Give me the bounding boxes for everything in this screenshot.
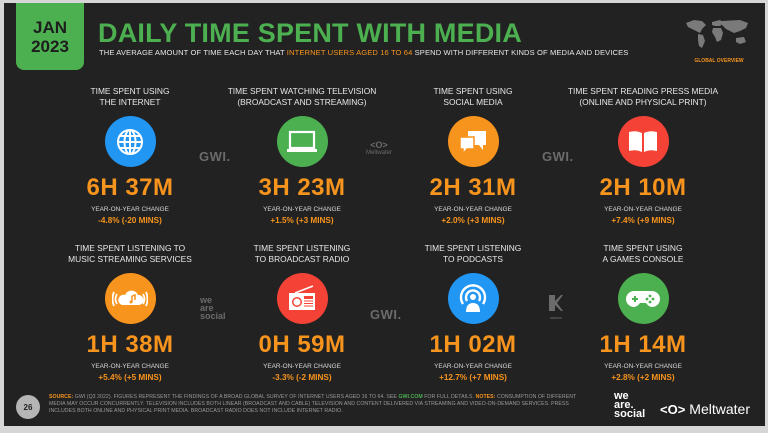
date-month: JAN: [32, 17, 67, 37]
date-badge: JAN 2023: [16, 3, 84, 70]
meltwater-logo: <O> Meltwater: [660, 401, 750, 417]
time-value: 1H 14M: [599, 331, 687, 358]
music-cloud-icon: [104, 273, 156, 324]
gwi-link[interactable]: GWI.COM: [398, 394, 423, 400]
yoy-label: YEAR-ON-YEAR CHANGE: [604, 206, 682, 213]
stat-card-podcasts: TIME SPENT LISTENING TO PODCASTS 1H 02M Y…: [388, 243, 558, 382]
kepios-watermark: KEPIOS: [549, 295, 563, 320]
card-label: TIME SPENT READING PRESS MEDIA (ONLINE AN…: [567, 86, 719, 107]
yoy-value: +12.7% (+7 MINS): [439, 373, 507, 382]
subtitle-highlight: INTERNET USERS AGED 16 TO 64: [286, 48, 413, 57]
meltwater-watermark: <O> Meltwater: [366, 140, 393, 156]
card-label: TIME SPENT LISTENING TO MUSIC STREAMING S…: [68, 243, 192, 264]
time-value: 0H 59M: [258, 331, 346, 358]
tv-icon: [276, 116, 328, 167]
page-title: DAILY TIME SPENT WITH MEDIA: [98, 18, 522, 48]
time-value: 3H 23M: [258, 174, 346, 201]
gwi-watermark: GWI.: [542, 149, 574, 164]
yoy-value: +2.8% (+2 MINS): [611, 373, 675, 382]
yoy-value: -3.3% (-2 MINS): [272, 373, 332, 382]
global-overview-label: GLOBAL OVERVIEW: [694, 58, 744, 64]
page-subtitle: THE AVERAGE AMOUNT OF TIME EACH DAY THAT…: [99, 48, 628, 57]
subtitle-text: THE AVERAGE AMOUNT OF TIME EACH DAY THAT: [99, 48, 287, 57]
chat-bubbles-icon: [447, 116, 499, 167]
card-label: TIME SPENT LISTENING TO PODCASTS: [424, 243, 522, 264]
time-value: 2H 10M: [599, 174, 687, 201]
meltwater-symbol-icon: <O>: [660, 401, 686, 417]
yoy-label: YEAR-ON-YEAR CHANGE: [263, 206, 341, 213]
yoy-value: +5.4% (+5 MINS): [98, 373, 162, 382]
stat-card-social-media: TIME SPENT USING SOCIAL MEDIA 2H 31M YEAR…: [388, 86, 558, 225]
subtitle-text-end: SPEND WITH DIFFERENT KINDS OF MEDIA AND …: [412, 48, 629, 57]
stat-card-games-console: TIME SPENT USING A GAMES CONSOLE 1H 14M Y…: [558, 243, 728, 382]
yoy-label: YEAR-ON-YEAR CHANGE: [263, 363, 341, 370]
yoy-label: YEAR-ON-YEAR CHANGE: [91, 363, 169, 370]
card-label: TIME SPENT WATCHING TELEVISION (BROADCAST…: [227, 86, 377, 107]
yoy-label: YEAR-ON-YEAR CHANGE: [91, 206, 169, 213]
yoy-label: YEAR-ON-YEAR CHANGE: [434, 206, 512, 213]
card-label: TIME SPENT USING THE INTERNET: [90, 86, 170, 107]
time-value: 1H 38M: [86, 331, 174, 358]
we-are-social-watermark: we are social: [200, 295, 226, 321]
page-number: 26: [16, 395, 40, 419]
stat-card-music-streaming: TIME SPENT LISTENING TO MUSIC STREAMING S…: [45, 243, 215, 382]
yoy-value: +2.0% (+3 MINS): [441, 216, 505, 225]
slide: JAN 2023 DAILY TIME SPENT WITH MEDIA THE…: [4, 3, 765, 426]
stat-card-broadcast-radio: TIME SPENT LISTENING TO BROADCAST RADIO 0…: [217, 243, 387, 382]
podcast-icon: [447, 273, 499, 324]
card-label: TIME SPENT USING A GAMES CONSOLE: [602, 243, 684, 264]
time-value: 6H 37M: [86, 174, 174, 201]
stat-card-press-media: TIME SPENT READING PRESS MEDIA (ONLINE AN…: [558, 86, 728, 225]
source-notes: SOURCE: GWI (Q3 2022). FIGURES REPRESENT…: [49, 394, 577, 414]
book-icon: [617, 116, 669, 167]
yoy-value: -4.8% (-20 MINS): [98, 216, 162, 225]
meltwater-symbol-icon: <O>: [370, 140, 388, 150]
card-label: TIME SPENT LISTENING TO BROADCAST RADIO: [253, 243, 351, 264]
stat-card-internet: TIME SPENT USING THE INTERNET 6H 37M YEAR…: [45, 86, 215, 225]
gamepad-icon: [617, 273, 669, 324]
radio-icon: [276, 273, 328, 324]
kepios-logo-icon: [549, 295, 563, 311]
yoy-label: YEAR-ON-YEAR CHANGE: [434, 363, 512, 370]
time-value: 2H 31M: [429, 174, 517, 201]
we-are-social-logo: we are. social: [614, 390, 646, 420]
gwi-watermark: GWI.: [370, 307, 402, 322]
globe-icon: [104, 116, 156, 167]
time-value: 1H 02M: [429, 331, 517, 358]
yoy-value: +7.4% (+9 MINS): [611, 216, 675, 225]
card-label: TIME SPENT USING SOCIAL MEDIA: [433, 86, 513, 107]
gwi-watermark: GWI.: [199, 149, 231, 164]
date-year: 2023: [31, 36, 69, 56]
stat-card-television: TIME SPENT WATCHING TELEVISION (BROADCAST…: [217, 86, 387, 225]
yoy-value: +1.5% (+3 MINS): [270, 216, 334, 225]
world-map-icon: [686, 20, 748, 48]
yoy-label: YEAR-ON-YEAR CHANGE: [604, 363, 682, 370]
